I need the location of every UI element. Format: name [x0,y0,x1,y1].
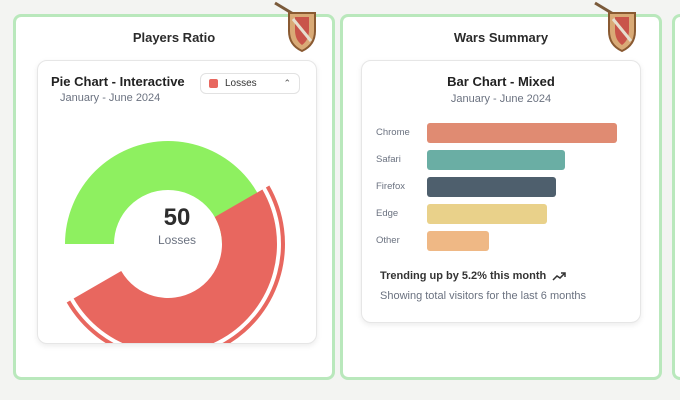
bar-chart: Chrome Safari Firefox Edge Other [362,61,640,261]
card-title: Bar Chart - Mixed [447,74,555,89]
bar-label: Edge [376,208,399,219]
card-subtitle: January - June 2024 [450,93,552,105]
wars-summary-panel: Wars Summary Bar Chart - Mixed January -… [340,1,662,380]
bar-firefox[interactable] [427,177,557,197]
series-select-value: Losses [225,78,257,89]
bar-label: Other [376,235,400,246]
pie-chart-card: Pie Chart - Interactive January - June 2… [37,60,317,344]
trending-up-icon [552,272,566,281]
card-title: Pie Chart - Interactive [51,74,185,89]
pie-chart[interactable] [38,61,316,343]
series-swatch [209,79,218,88]
bar-safari[interactable] [427,150,566,170]
shield-crest-icon [274,1,316,53]
bar-chrome[interactable] [427,123,617,143]
card-subtitle: January - June 2024 [60,92,161,104]
bar-chart-card: Bar Chart - Mixed January - June 2024 Ch… [361,60,641,323]
pie-center-label: Losses [157,233,197,247]
panel-title: Wars Summary [453,30,549,45]
chevron-up-down-icon: ⌃ [283,78,291,88]
pie-center-value: 50 [163,204,191,231]
card-footer: Showing total visitors for the last 6 mo… [380,290,587,302]
bar-label: Firefox [376,181,406,192]
players-ratio-panel: Players Ratio Pie Chart - Interactive Ja… [13,1,335,380]
shield-crest-icon [594,1,636,53]
bar-label: Safari [376,154,401,165]
series-select[interactable]: Losses ⌃ [200,73,300,94]
pie-slice-losses[interactable] [73,189,316,344]
bar-edge[interactable] [427,204,547,224]
trend-line: Trending up by 5.2% this month [380,270,566,282]
trend-text: Trending up by 5.2% this month [380,270,547,282]
bar-other[interactable] [427,231,490,251]
bar-label: Chrome [376,127,410,138]
next-panel-edge [672,14,680,380]
panel-title: Players Ratio [132,30,216,45]
